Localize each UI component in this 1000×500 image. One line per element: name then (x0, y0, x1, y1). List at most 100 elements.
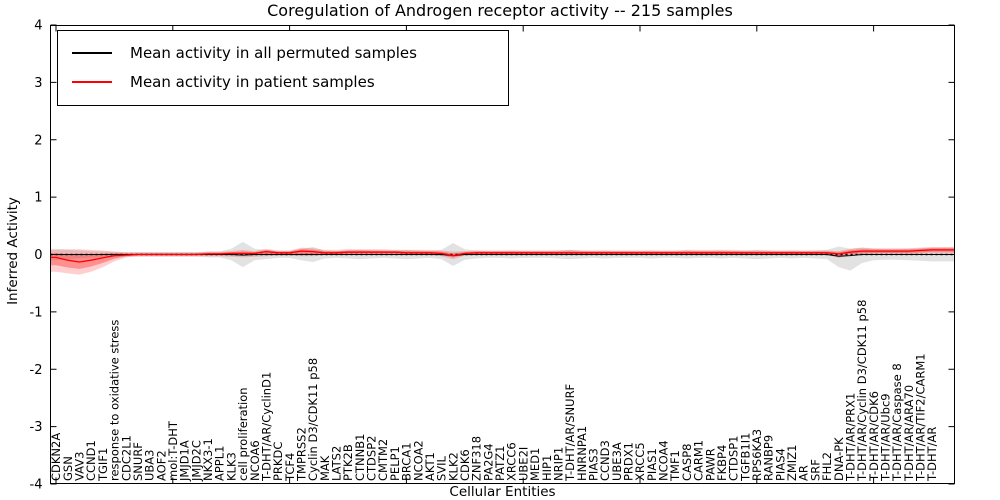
x-category-label: PATZ1 (493, 446, 507, 481)
y-tick-label: 3 (34, 76, 42, 91)
x-category-label: NCOA4 (657, 440, 671, 481)
band-permuted-range (50, 241, 955, 271)
x-category-label: PIAS1 (645, 448, 659, 481)
x-category-label: PIAS4 (773, 448, 787, 481)
x-category-label: CASP8 (680, 444, 694, 481)
x-category-label: SVIL (435, 455, 449, 481)
legend-entry-permuted: Mean activity in all permuted samples (72, 38, 498, 67)
x-category-label: T-DHT/AR/PRX1 (843, 393, 857, 482)
x-category-label: GSN (61, 456, 75, 481)
x-category-label: KLK3 (224, 452, 238, 481)
x-category-label: XRCC6 (505, 442, 519, 481)
x-category-label: CDK6 (458, 449, 472, 481)
x-category-label: LATS2 (330, 446, 344, 481)
y-tick-label: 0 (34, 248, 42, 263)
x-category-label: KLK2 (446, 452, 460, 481)
legend: Mean activity in all permuted samples Me… (57, 30, 509, 106)
x-category-label: T-DHT/AR/SNURF (563, 384, 577, 482)
x-category-label: CDC2L1 (119, 435, 133, 481)
x-category-label: RANBP9 (762, 435, 776, 481)
x-category-label: FKBP4 (715, 445, 729, 481)
y-tick-label: 2 (34, 133, 42, 148)
legend-entry-patient: Mean activity in patient samples (72, 67, 498, 96)
y-tick-label: 4 (34, 19, 42, 34)
y-tick-label: -4 (30, 478, 43, 493)
x-category-label: TMPRSS2 (295, 427, 309, 482)
x-category-label: FHL2 (820, 452, 834, 481)
x-category-label: CTDSP2 (365, 436, 379, 481)
x-category-label: TCF4 (283, 453, 297, 482)
x-category-label: HNRNPA1 (575, 426, 589, 481)
x-category-label: PTK2B (341, 444, 355, 481)
x-category-label: Cyclin D3/CDK11 p58 (306, 358, 320, 481)
x-category-label: JMJD2C (189, 440, 203, 482)
x-category-label: UBA3 (143, 450, 157, 482)
x-category-label: MED1 (528, 448, 542, 481)
y-tick-label: -1 (30, 305, 43, 320)
x-category-label: SRF (808, 459, 822, 481)
x-category-label: CARM1 (692, 440, 706, 481)
legend-label-patient: Mean activity in patient samples (130, 72, 375, 91)
x-category-label: NRIP1 (551, 447, 565, 481)
y-tick-label: -3 (30, 420, 43, 435)
x-category-label: VAV3 (73, 452, 87, 481)
x-category-label: TGIF1 (96, 448, 110, 482)
x-category-label: NCOA6 (248, 440, 262, 481)
x-category-label: T-DHT/AR/Caspase 8 (890, 363, 904, 482)
x-category-label: RPS6KA3 (750, 429, 764, 481)
x-category-label: cell proliferation (236, 387, 250, 481)
x-category-label: TMF1 (668, 450, 682, 482)
x-category-label: T-DHT/AR/TIF2/CARM1 (914, 353, 928, 482)
patient-mean-line (50, 249, 955, 263)
legend-label-permuted: Mean activity in all permuted samples (130, 43, 417, 62)
x-category-label: AKT1 (423, 452, 437, 481)
x-category-label: CMTM2 (376, 439, 390, 481)
x-category-label: PELP1 (388, 446, 402, 481)
x-category-label: CDKN2A (49, 433, 63, 481)
band-patient-range-outer (50, 247, 955, 275)
x-category-label: CCND1 (84, 440, 98, 481)
x-category-label: SNURF (131, 442, 145, 481)
x-category-label: PRKDC (271, 442, 285, 481)
permuted-line-swatch (72, 51, 112, 54)
x-category-label: AR (797, 465, 811, 481)
patient-line-swatch (72, 80, 112, 83)
y-axis-label: Inferred Activity (5, 197, 21, 305)
x-category-label: T-DHT/AR/Cyclin D3/CDK11 p58 (855, 300, 869, 482)
x-category-label: MAK (318, 455, 332, 481)
x-category-label: CTDSP1 (727, 436, 741, 481)
x-category-label: NKX3-1 (201, 438, 215, 481)
x-category-label: APPL1 (213, 446, 227, 481)
x-category-label: DNA-PK (832, 437, 846, 481)
y-tick-label: -2 (30, 363, 43, 378)
x-axis-label: Cellular Entities (449, 484, 556, 500)
x-category-label: TGFB1I1 (738, 433, 752, 482)
x-category-label: BRCA1 (400, 442, 414, 481)
x-category-label: CCND3 (598, 440, 612, 481)
x-category-label: XRCC5 (633, 442, 647, 481)
x-category-label: UBE3A (610, 442, 624, 481)
x-category-label: NCOA2 (411, 440, 425, 481)
x-category-label: PA2G4 (481, 443, 495, 481)
x-category-label: CTNNB1 (353, 434, 367, 481)
x-category-label: T-DHT/AR/Ubc9 (879, 393, 893, 482)
y-tick-label: 1 (34, 191, 42, 206)
x-category-label: response to oxidative stress (108, 320, 122, 481)
chart-title: Coregulation of Androgen receptor activi… (267, 1, 733, 20)
x-category-label: ZNF318 (470, 436, 484, 481)
x-category-label: PAWR (703, 448, 717, 481)
x-category-label: UBE2I (516, 447, 530, 481)
x-category-label: T-DHT/AR/CyclinD1 (259, 372, 273, 482)
x-category-label: T-DHT/AR/ARA70 (902, 385, 916, 482)
x-category-label: HIP1 (540, 455, 554, 481)
x-category-label: AOF2 (154, 450, 168, 481)
x-category-label: JMJD1A (178, 440, 192, 482)
x-category-label: T-DHT/AR/CDK6 (867, 391, 881, 482)
x-category-label: PIAS3 (587, 448, 601, 481)
x-category-label: mol:T-DHT (166, 420, 180, 481)
x-category-label: PRDX1 (622, 442, 636, 481)
x-category-label: T-DHT/AR (925, 427, 939, 482)
x-category-label: ZMIZ1 (785, 445, 799, 481)
